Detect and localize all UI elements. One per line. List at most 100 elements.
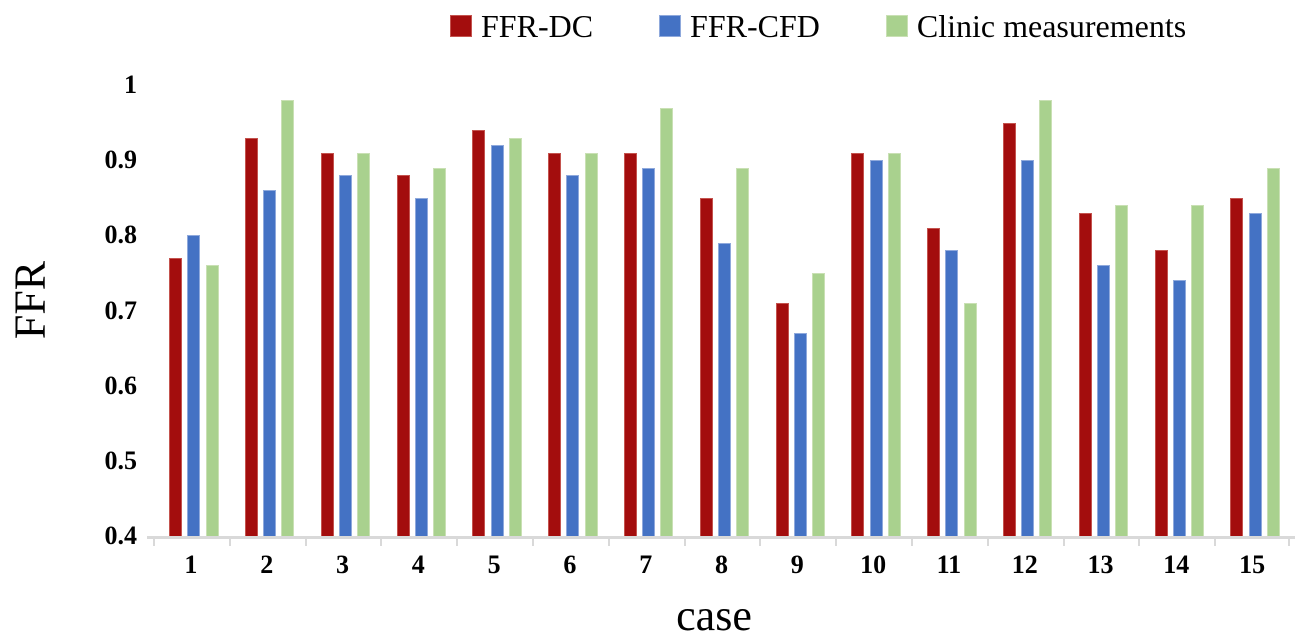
bar-case-13-ffr-cfd: [1097, 265, 1110, 536]
bar-case-15-ffr-dc: [1230, 197, 1244, 536]
bar-case-12-ffr-dc: [1003, 122, 1016, 536]
y-tick-label: 0.6: [104, 370, 138, 400]
bar-case-12-clinic: [1039, 100, 1053, 536]
axis-tick: [1288, 539, 1290, 546]
bar-case-3-ffr-cfd: [339, 175, 352, 536]
axis-tick: [759, 539, 762, 546]
x-axis: 1 2 3 4 5 6 7 8 9 10 11 12 13 14 15: [153, 550, 1290, 582]
bar-case-14-clinic: [1191, 205, 1204, 536]
axis-tick: [835, 539, 838, 546]
legend-item-ffr-cfd: FFR-CFD: [659, 10, 820, 42]
x-tick-label: 8: [715, 550, 728, 579]
x-axis-title: case: [676, 591, 752, 640]
chart-legend: FFR-DC FFR-CFD Clinic measurements: [450, 6, 1186, 46]
bar-case-15-clinic: [1266, 167, 1280, 536]
axis-tick: [228, 539, 231, 546]
axis-tick: [986, 539, 989, 546]
bar-case-4-ffr-dc: [396, 175, 410, 536]
y-axis-title: FFR: [5, 260, 55, 340]
bar-case-6-ffr-cfd: [566, 175, 580, 536]
bar-case-7-ffr-dc: [624, 152, 637, 536]
legend-swatch-clinic-measurements: [885, 15, 908, 37]
bar-case-4-clinic: [433, 167, 446, 536]
bar-case-8-clinic: [736, 167, 750, 536]
axis-tick: [532, 539, 534, 546]
bar-case-3-clinic: [357, 152, 371, 536]
legend-label-ffr-cfd: FFR-CFD: [690, 8, 820, 44]
bar-case-9-clinic: [812, 272, 825, 536]
bar-case-6-clinic: [584, 152, 598, 536]
y-tick-label: 0.9: [104, 145, 138, 175]
bar-case-2-ffr-dc: [245, 137, 258, 536]
bar-case-10-clinic: [887, 152, 901, 536]
bar-case-8-ffr-dc: [699, 197, 713, 536]
x-tick-label: 4: [411, 550, 425, 579]
x-tick-label: 7: [639, 550, 653, 579]
axis-tick: [1214, 539, 1217, 546]
y-tick-label: 0.4: [104, 521, 138, 550]
x-tick-label: 9: [790, 550, 804, 579]
x-tick-label: 10: [860, 550, 887, 579]
bar-case-5-clinic: [508, 137, 522, 536]
bar-case-14-ffr-dc: [1154, 250, 1168, 536]
bar-case-9-ffr-dc: [775, 303, 789, 536]
legend-item-ffr-dc: FFR-DC: [450, 10, 593, 42]
bar-case-4-ffr-cfd: [414, 197, 428, 536]
x-tick-label: 3: [336, 550, 349, 579]
axis-tick: [911, 539, 913, 546]
bar-case-14-ffr-cfd: [1172, 280, 1186, 536]
axis-tick: [1138, 539, 1141, 546]
bar-case-6-ffr-dc: [548, 152, 562, 536]
bar-case-5-ffr-cfd: [490, 145, 504, 536]
axis-tick: [304, 539, 307, 546]
x-tick-label: 13: [1087, 550, 1114, 579]
bar-case-11-clinic: [963, 303, 977, 536]
axis-tick: [456, 539, 459, 546]
bar-case-10-ffr-cfd: [869, 160, 883, 536]
bar-case-8-ffr-cfd: [718, 242, 731, 536]
y-tick-label: 1: [124, 70, 137, 99]
axis-tick: [153, 539, 155, 546]
y-tick-label: 0.7: [104, 295, 138, 325]
axis-tick: [683, 539, 686, 546]
bar-case-13-clinic: [1115, 205, 1129, 536]
legend-item-clinic-measurements: Clinic measurements: [885, 8, 1187, 44]
x-tick-label: 12: [1011, 550, 1038, 579]
axis-tick: [1062, 539, 1065, 546]
axis-tick: [380, 539, 383, 546]
bar-case-11-ffr-cfd: [945, 250, 959, 536]
x-tick-label: 11: [936, 550, 962, 579]
x-tick-label: 5: [487, 550, 501, 579]
bar-case-11-ffr-dc: [927, 227, 941, 536]
bar-case-9-ffr-cfd: [793, 333, 807, 536]
x-tick-label: 15: [1239, 550, 1266, 579]
legend-label-ffr-dc: FFR-DC: [481, 8, 594, 44]
axis-tick: [607, 539, 610, 546]
bar-case-2-clinic: [281, 100, 295, 536]
y-axis: 1 0.9 0.8 0.7 0.6 0.5 0.4: [60, 72, 138, 549]
legend-swatch-ffr-cfd: [659, 15, 682, 37]
legend-swatch-ffr-dc: [450, 15, 472, 37]
y-tick-label: 0.8: [104, 220, 138, 250]
bar-case-3-ffr-dc: [320, 152, 334, 536]
bar-case-10-ffr-dc: [851, 152, 865, 536]
x-tick-label: 2: [260, 550, 274, 579]
bar-case-15-ffr-cfd: [1248, 212, 1262, 536]
x-tick-label: 14: [1163, 550, 1190, 579]
bar-case-7-clinic: [660, 107, 674, 536]
bar-case-7-ffr-cfd: [642, 167, 656, 536]
bar-case-12-ffr-cfd: [1021, 160, 1035, 536]
bar-case-2-ffr-cfd: [263, 190, 277, 536]
legend-label-clinic-measurements: Clinic measurements: [916, 8, 1187, 44]
x-tick-label: 6: [563, 550, 577, 579]
bar-case-1-ffr-cfd: [187, 235, 201, 536]
bar-case-1-ffr-dc: [169, 257, 183, 536]
x-tick-label: 1: [184, 550, 198, 579]
bar-case-13-ffr-dc: [1078, 212, 1092, 536]
plot-area: [147, 85, 1295, 546]
y-tick-label: 0.5: [104, 445, 138, 475]
bar-case-5-ffr-dc: [472, 130, 486, 536]
x-axis-line: [147, 536, 1295, 539]
bar-case-1-clinic: [205, 265, 219, 536]
